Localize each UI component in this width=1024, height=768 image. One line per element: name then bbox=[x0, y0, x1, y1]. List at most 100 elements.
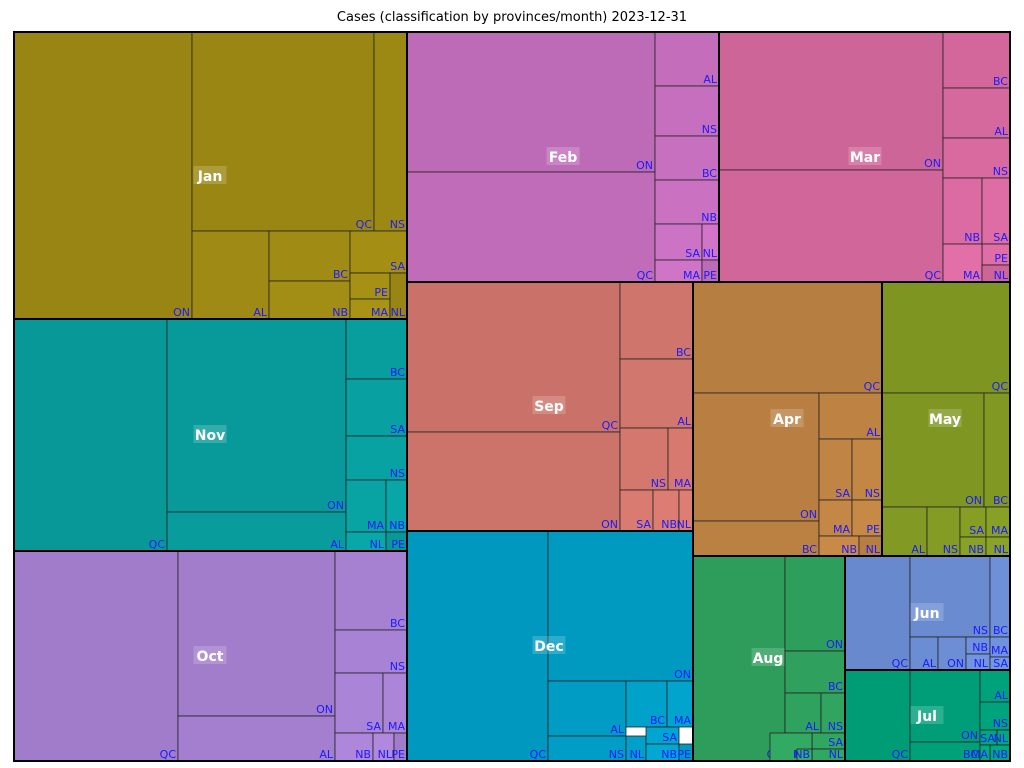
cell-may-ns bbox=[926, 506, 961, 557]
cell-label: AL bbox=[994, 125, 1009, 138]
cell-label: SA bbox=[366, 720, 381, 733]
cell-label: AL bbox=[610, 723, 625, 736]
cell-label: NS bbox=[993, 717, 1008, 730]
cell-label: SA bbox=[828, 736, 843, 749]
cell-label: AL bbox=[994, 689, 1009, 702]
cell-label: BC bbox=[390, 366, 405, 379]
cell-label: QC bbox=[892, 657, 909, 670]
cell-label: NS bbox=[973, 624, 988, 637]
cell-nov-on bbox=[166, 318, 347, 513]
cell-label: QC bbox=[925, 269, 942, 282]
cell-label: QC bbox=[992, 380, 1009, 393]
cell-nov-ma bbox=[345, 479, 387, 533]
cell-label: BC bbox=[802, 543, 817, 556]
cell-label: ON bbox=[924, 157, 941, 170]
cell-label: NB bbox=[968, 543, 984, 556]
month-label-bg bbox=[770, 409, 804, 427]
cell-label: PE bbox=[374, 286, 388, 299]
cell-label: ON bbox=[601, 518, 618, 531]
cell-jan-qc bbox=[191, 31, 375, 232]
cell-label: MA bbox=[674, 477, 691, 490]
cell-label: AL bbox=[319, 748, 334, 761]
cell-jan-on bbox=[13, 31, 193, 320]
cell-label: SA bbox=[969, 524, 984, 537]
cell-label: AL bbox=[805, 720, 820, 733]
cell-oct-nb bbox=[334, 732, 374, 762]
cell-label: SA bbox=[993, 231, 1008, 244]
cell-oct-on bbox=[177, 550, 336, 717]
cell-label: AL bbox=[253, 306, 268, 319]
cell-label: MA bbox=[388, 720, 405, 733]
cell-dec-al bbox=[547, 680, 627, 737]
month-label-bg bbox=[193, 646, 227, 664]
cell-label: PE bbox=[703, 269, 717, 282]
cell-label: NS bbox=[390, 467, 405, 480]
cell-label: QC bbox=[356, 218, 373, 231]
month-label-dec: Dec bbox=[534, 639, 563, 655]
month-label-bg bbox=[751, 648, 785, 666]
month-label-jun: Jun bbox=[913, 606, 939, 622]
cell-sep-al bbox=[619, 358, 694, 429]
cell-label: SA bbox=[685, 247, 700, 260]
cell-label: NB bbox=[794, 748, 810, 761]
cell-label: PE bbox=[866, 523, 880, 536]
cell-label: NS bbox=[828, 720, 843, 733]
cell-label: QC bbox=[602, 419, 619, 432]
month-group-dec: QC ON AL NS NL BC MA SA NB PE Dec bbox=[406, 530, 694, 762]
cell-nov-al bbox=[166, 511, 347, 552]
cell-label: NB bbox=[661, 518, 677, 531]
cell-dec-on bbox=[547, 530, 694, 682]
cell-dec-ns bbox=[547, 735, 627, 762]
cell-label: AL bbox=[330, 538, 345, 551]
cell-feb-nb bbox=[654, 179, 720, 225]
cell-mar-nb bbox=[942, 177, 983, 245]
cell-label: AL bbox=[703, 73, 718, 86]
cell-oct-bc bbox=[334, 550, 408, 631]
cell-label: NS bbox=[865, 487, 880, 500]
month-label-feb: Feb bbox=[549, 150, 578, 166]
cell-label: NB bbox=[841, 543, 857, 556]
cell-label: ON bbox=[826, 638, 843, 651]
cell-label: QC bbox=[530, 748, 547, 761]
cell-aug-on bbox=[784, 555, 846, 652]
cell-label: BC bbox=[993, 494, 1008, 507]
cell-nov-ns bbox=[345, 435, 408, 481]
month-group-apr: QC ON BC AL SA NS MA PE NB NL Apr bbox=[692, 281, 883, 557]
cell-label: AL bbox=[922, 657, 937, 670]
cell-label: PE bbox=[677, 748, 691, 761]
cell-label: NS bbox=[390, 218, 405, 231]
cell-apr-qc bbox=[692, 281, 883, 394]
cell-label: NS bbox=[651, 477, 666, 490]
cell-label: SA bbox=[390, 423, 405, 436]
cell-label: NB bbox=[992, 748, 1008, 761]
cell-label: NS bbox=[702, 123, 717, 136]
cell-mar-qc bbox=[718, 169, 944, 283]
month-label-apr: Apr bbox=[773, 412, 801, 428]
cell-sep-sa bbox=[619, 489, 654, 532]
cell-oct-al bbox=[177, 715, 336, 762]
cell-label: ON bbox=[316, 703, 333, 716]
month-label-bg bbox=[532, 636, 566, 654]
cell-label: MA bbox=[674, 714, 691, 727]
cell-apr-ma bbox=[818, 499, 853, 537]
cell-label: QC bbox=[149, 538, 166, 551]
cell-oct-qc bbox=[13, 550, 179, 762]
cell-label: MA bbox=[683, 269, 700, 282]
cell-label: NL bbox=[974, 657, 989, 670]
cell-label: NL bbox=[677, 518, 692, 531]
month-border-jul bbox=[844, 669, 1011, 762]
cell-label: NS bbox=[993, 165, 1008, 178]
cell-oct-sa bbox=[334, 672, 384, 734]
cell-label: NS bbox=[609, 748, 624, 761]
cell-sep-ns bbox=[619, 427, 669, 491]
cell-label: ON bbox=[636, 159, 653, 172]
cell-apr-on bbox=[692, 392, 820, 522]
month-group-mar: ON QC BC AL NS NB SA PE MA NL Mar bbox=[718, 31, 1011, 283]
cell-label: NB bbox=[964, 231, 980, 244]
chart-title: Cases (classification by provinces/month… bbox=[336, 10, 688, 25]
cell-label: ON bbox=[947, 657, 964, 670]
month-label-bg bbox=[193, 166, 227, 184]
cell-label: PE bbox=[391, 538, 405, 551]
month-label-nov: Nov bbox=[195, 428, 225, 444]
